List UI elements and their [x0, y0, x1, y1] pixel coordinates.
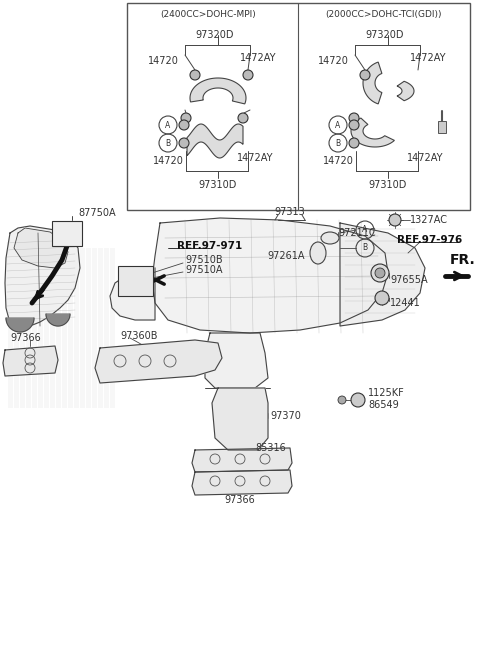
Text: 97320D: 97320D: [196, 30, 234, 40]
Polygon shape: [192, 448, 292, 472]
Polygon shape: [14, 228, 68, 268]
Text: 1472AY: 1472AY: [240, 53, 276, 63]
Text: 97310D: 97310D: [369, 180, 407, 190]
Bar: [127, 3, 470, 210]
Text: 1472AY: 1472AY: [237, 153, 273, 163]
Circle shape: [349, 138, 359, 148]
Text: B: B: [166, 139, 170, 148]
Polygon shape: [363, 62, 382, 104]
Polygon shape: [187, 124, 243, 158]
Circle shape: [238, 113, 248, 123]
Bar: [438, 121, 446, 133]
Text: 14720: 14720: [153, 156, 183, 166]
Text: 1125KF: 1125KF: [368, 388, 405, 398]
Text: 85316: 85316: [255, 443, 286, 453]
Text: A: A: [336, 121, 341, 130]
Text: REF.97-971: REF.97-971: [178, 241, 242, 251]
Polygon shape: [3, 346, 58, 376]
Text: 97310D: 97310D: [199, 180, 237, 190]
Polygon shape: [190, 78, 246, 104]
Text: A: A: [166, 121, 170, 130]
Text: (2400CC>DOHC-MPI): (2400CC>DOHC-MPI): [160, 10, 256, 19]
Text: 87750A: 87750A: [78, 208, 116, 218]
Circle shape: [181, 113, 191, 123]
Bar: [52, 221, 82, 246]
Text: 14720: 14720: [147, 56, 179, 66]
Text: 1472AY: 1472AY: [407, 153, 443, 163]
Polygon shape: [205, 333, 268, 388]
Circle shape: [375, 268, 385, 278]
Text: 86549: 86549: [368, 400, 399, 410]
Polygon shape: [152, 218, 388, 333]
Circle shape: [349, 120, 359, 130]
Circle shape: [243, 70, 253, 80]
Circle shape: [179, 138, 189, 148]
Text: 97366: 97366: [225, 495, 255, 505]
Text: 97320D: 97320D: [366, 30, 404, 40]
Circle shape: [371, 264, 389, 282]
Text: 1327AC: 1327AC: [410, 215, 448, 225]
Circle shape: [389, 214, 401, 226]
Circle shape: [190, 70, 200, 80]
Polygon shape: [192, 470, 292, 495]
Polygon shape: [351, 118, 395, 147]
Ellipse shape: [310, 242, 326, 264]
Text: A: A: [362, 226, 368, 235]
Circle shape: [179, 120, 189, 130]
Text: 12441: 12441: [390, 298, 421, 308]
Ellipse shape: [321, 232, 339, 244]
Text: B: B: [336, 139, 341, 148]
Circle shape: [349, 113, 359, 123]
Text: FR.: FR.: [450, 253, 476, 267]
Polygon shape: [95, 340, 222, 383]
Text: 97313: 97313: [275, 207, 305, 217]
Text: 97360B: 97360B: [120, 331, 157, 341]
Polygon shape: [397, 81, 414, 100]
Text: REF.97-976: REF.97-976: [397, 235, 463, 245]
Polygon shape: [46, 314, 70, 326]
Polygon shape: [110, 268, 155, 320]
Text: 14720: 14720: [323, 156, 353, 166]
Polygon shape: [340, 223, 425, 326]
Polygon shape: [5, 226, 80, 328]
Text: 97370: 97370: [270, 411, 301, 421]
Circle shape: [338, 396, 346, 404]
Text: 97261A: 97261A: [267, 251, 305, 261]
Text: 97510B: 97510B: [185, 255, 223, 265]
Text: 97655A: 97655A: [390, 275, 428, 285]
Bar: [118, 266, 153, 296]
Text: 1472AY: 1472AY: [410, 53, 446, 63]
Text: 97211C: 97211C: [338, 228, 376, 238]
Text: (2000CC>DOHC-TCI(GDI)): (2000CC>DOHC-TCI(GDI)): [325, 10, 441, 19]
Text: 97366: 97366: [10, 333, 41, 343]
Text: 97510A: 97510A: [185, 265, 223, 275]
Circle shape: [360, 70, 370, 80]
Circle shape: [375, 291, 389, 305]
Text: 14720: 14720: [318, 56, 348, 66]
Circle shape: [351, 393, 365, 407]
Polygon shape: [212, 388, 268, 450]
Polygon shape: [6, 318, 34, 332]
Text: B: B: [362, 244, 368, 253]
